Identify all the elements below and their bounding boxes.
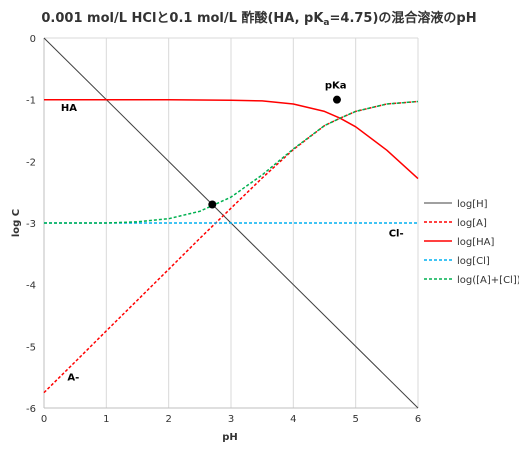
series-line-2 <box>44 98 419 180</box>
y-tick-label-3: -3 <box>26 219 36 230</box>
x-axis-title: pH <box>222 432 238 443</box>
legend: log[H] log[A] log[HA] log[Cl] log([A]+[Cl]) <box>424 199 519 286</box>
y-tick-label-6: -6 <box>26 404 36 415</box>
marked-point-0 <box>208 200 217 209</box>
tick-layer: 0 1 2 3 4 5 6 0 -1 -2 -3 -4 -5 -6 <box>26 34 421 425</box>
x-tick-label-6: 6 <box>415 414 421 425</box>
y-tick-label-5: -5 <box>26 342 36 353</box>
legend-label-3: log[Cl] <box>457 256 490 267</box>
x-tick-label-5: 5 <box>352 414 358 425</box>
x-tick-label-0: 0 <box>41 414 47 425</box>
chart-title-subscript: a <box>323 18 329 28</box>
y-tick-label-2: -2 <box>26 157 36 168</box>
y-tick-label-1: -1 <box>26 96 36 107</box>
x-tick-label-1: 1 <box>103 414 109 425</box>
annotation-1: HA <box>61 103 77 114</box>
legend-label-2: log[HA] <box>457 237 495 248</box>
annotation-layer: pKa HA Cl- A- <box>61 81 404 384</box>
marked-point-1 <box>332 95 341 104</box>
x-tick-label-2: 2 <box>165 414 171 425</box>
annotation-0: pKa <box>325 81 347 92</box>
series-layer <box>43 37 419 409</box>
y-axis-title: log C <box>11 209 22 237</box>
chart-title-rest: =4.75)の混合溶液のpH <box>330 10 477 26</box>
chart-title: 0.001 mol/L HClと0.1 mol/L 酢酸(HA, pKa=4.7… <box>41 10 476 28</box>
chart-title-main: 0.001 mol/L HClと0.1 mol/L 酢酸(HA, pK <box>41 10 324 26</box>
legend-label-0: log[H] <box>457 199 488 210</box>
annotation-3: A- <box>67 372 79 383</box>
y-tick-label-0: 0 <box>30 34 36 45</box>
y-tick-label-4: -4 <box>26 281 36 292</box>
annotation-2: Cl- <box>389 229 404 240</box>
legend-label-4: log([A]+[Cl]) <box>457 275 519 286</box>
x-tick-label-3: 3 <box>228 414 234 425</box>
marker-layer <box>208 95 341 209</box>
legend-label-1: log[A] <box>457 218 487 229</box>
x-tick-label-4: 4 <box>290 414 296 425</box>
